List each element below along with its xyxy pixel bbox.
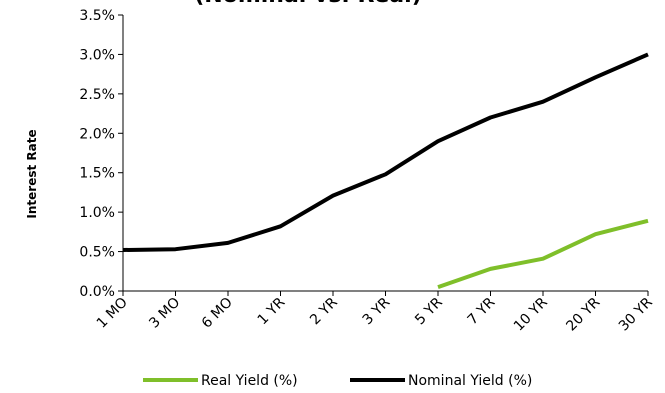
y-tick-label: 2.0% xyxy=(79,126,115,142)
y-axis: 0.0% 0.5% 1.0% 1.5% 2.0% 2.5% 3.0% 3.5% xyxy=(79,8,123,300)
y-axis-label: Interest Rate xyxy=(25,129,39,218)
series-line-0 xyxy=(437,218,649,289)
chart-title: (Nominal vs. Real) xyxy=(194,0,422,8)
x-tick-label: 1 MO xyxy=(94,295,131,332)
x-tick-label: 7 YR xyxy=(465,294,499,328)
y-tick-label: 2.5% xyxy=(79,87,115,103)
x-axis: 1 MO 3 MO 6 MO 1 YR 2 YR 3 YR 5 YR 7 YR 10 YR 20 … xyxy=(94,291,656,334)
x-tick-label: 3 YR xyxy=(360,294,394,328)
y-tick-label: 1.5% xyxy=(79,166,115,182)
y-tick-label: 0.0% xyxy=(79,284,115,300)
plot-area xyxy=(122,15,649,292)
x-tick-label: 3 MO xyxy=(146,295,183,332)
series-line-1 xyxy=(122,52,649,252)
y-tick-label: 1.0% xyxy=(79,205,115,221)
x-tick-label: 6 MO xyxy=(199,295,236,332)
x-tick-label: 1 YR xyxy=(255,294,289,328)
x-tick-label: 5 YR xyxy=(412,294,446,328)
x-tick-label: 2 YR xyxy=(307,294,341,328)
y-tick-label: 0.5% xyxy=(79,245,115,261)
y-tick-label: 3.0% xyxy=(79,47,115,63)
x-tick-label: 10 YR xyxy=(511,294,551,334)
y-tick-label: 3.5% xyxy=(79,8,115,24)
legend-label: Real Yield (%) xyxy=(201,373,298,389)
legend-label: Nominal Yield (%) xyxy=(408,373,532,389)
legend: Real Yield (%) Nominal Yield (%) xyxy=(143,373,532,389)
x-tick-label: 30 YR xyxy=(616,294,656,334)
x-tick-label: 20 YR xyxy=(563,294,603,334)
